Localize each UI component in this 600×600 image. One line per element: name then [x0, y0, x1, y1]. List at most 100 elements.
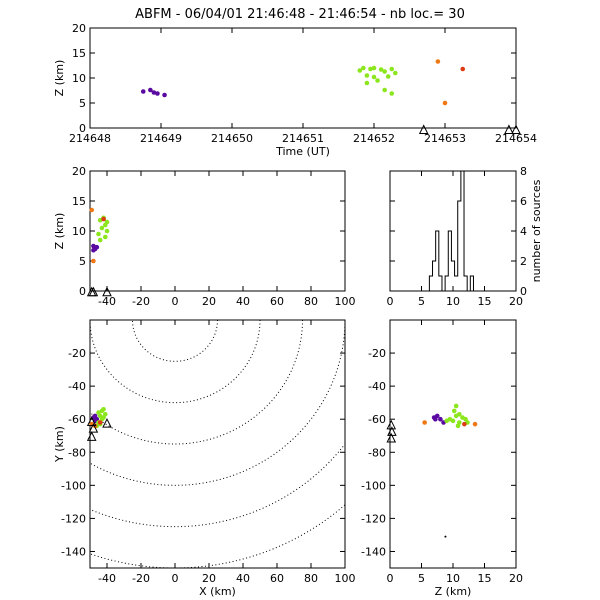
y-axis-title: Z (km)	[53, 213, 66, 250]
range-ring	[90, 443, 345, 528]
source-point	[385, 74, 391, 79]
y-tick-label: -140	[361, 545, 386, 558]
source-point	[450, 418, 456, 424]
source-point	[438, 416, 443, 422]
source-point	[389, 91, 395, 96]
source-point	[378, 67, 384, 72]
y-tick-label: 5	[79, 255, 86, 268]
source-point	[155, 91, 160, 96]
source-point	[97, 420, 103, 425]
source-point	[368, 66, 373, 72]
y-tick-label: 4	[520, 225, 527, 238]
range-ring	[90, 320, 345, 486]
y-tick-label: -120	[61, 512, 86, 525]
source-point	[422, 420, 427, 425]
source-point	[389, 66, 395, 72]
source-point	[382, 69, 387, 74]
y-tick-label: 8	[520, 165, 527, 178]
x-tick-label: -20	[132, 572, 150, 585]
x-tick-label: 80	[304, 572, 318, 585]
source-point	[457, 411, 462, 417]
y-tick-label: -80	[68, 446, 86, 459]
source-point	[89, 207, 94, 213]
x-tick-label: -20	[132, 295, 150, 308]
y-axis-title: number of sources	[530, 179, 543, 282]
source-point	[393, 70, 398, 76]
source-point	[451, 408, 457, 414]
station-marker	[86, 416, 97, 427]
source-point	[91, 247, 96, 253]
plot-frame	[89, 170, 346, 292]
x-tick-label: 214654	[495, 132, 537, 145]
x-tick-label: 15	[478, 295, 492, 308]
y-tick-label: 15	[72, 47, 86, 60]
y-tick-label: 5	[79, 97, 86, 110]
y-tick-label: -60	[68, 413, 86, 426]
y-tick-label: 10	[72, 72, 86, 85]
figure-title: ABFM - 06/04/01 21:46:48 - 21:46:54 - nb…	[135, 7, 465, 22]
y-tick-label: 6	[520, 195, 527, 208]
source-point	[104, 228, 110, 234]
station-marker	[504, 124, 514, 134]
station-marker	[511, 124, 521, 134]
source-point	[433, 416, 438, 422]
source-point	[472, 421, 478, 427]
y-tick-label: -40	[368, 380, 386, 393]
source-point	[91, 258, 96, 264]
y-tick-label: 2	[520, 255, 527, 268]
source-point	[104, 219, 110, 225]
x-tick-label: 214652	[353, 132, 395, 145]
y-tick-label: 20	[72, 165, 86, 178]
x-tick-label: 40	[236, 572, 250, 585]
x-tick-label: 15	[478, 572, 492, 585]
source-point	[462, 421, 467, 427]
x-tick-label: 214648	[69, 132, 111, 145]
y-tick-label: 10	[72, 225, 86, 238]
source-point	[371, 74, 377, 80]
station-marker	[418, 124, 429, 134]
x-tick-label: -40	[98, 295, 116, 308]
source-point	[101, 406, 106, 412]
x-tick-label: 0	[387, 295, 394, 308]
panel-plan-view: -40 -20 0 20 40 60 80 100 -20 -40 -60 -80 -100 -120 -1…	[53, 319, 356, 598]
source-point	[444, 535, 447, 538]
x-tick-label: 0	[172, 295, 179, 308]
source-point	[101, 415, 106, 420]
x-tick-label: 214650	[211, 132, 253, 145]
plot-frame	[89, 319, 346, 569]
source-point	[442, 100, 448, 106]
y-tick-label: -100	[61, 479, 86, 492]
station-marker	[386, 432, 397, 443]
x-axis-title: Z (km)	[435, 585, 472, 598]
source-point	[148, 87, 153, 93]
y-tick-label: -100	[361, 479, 386, 492]
x-tick-label: 40	[236, 295, 250, 308]
x-tick-label: 214649	[140, 132, 182, 145]
station-marker	[88, 423, 99, 433]
x-tick-label: 100	[335, 295, 356, 308]
source-point	[162, 92, 167, 98]
histogram-bars	[390, 170, 516, 292]
y-tick-label: -120	[361, 512, 386, 525]
source-point	[364, 73, 370, 78]
y-tick-label: 20	[72, 22, 86, 35]
x-tick-label: 214651	[282, 132, 324, 145]
x-tick-label: 20	[202, 572, 216, 585]
x-tick-label: 60	[270, 295, 284, 308]
plot-frame	[389, 170, 517, 292]
source-point	[375, 78, 380, 83]
source-point	[371, 65, 377, 71]
y-tick-label: -140	[61, 545, 86, 558]
source-point	[361, 65, 366, 71]
panel-height-plan: 0 5 10 15 20 -20 -40 -60 -80 -100 -120 -140 Z (km)	[361, 319, 523, 598]
source-point	[364, 80, 370, 86]
x-axis-title: Time (UT)	[275, 145, 330, 158]
station-marker	[102, 418, 112, 428]
plot-frame	[89, 27, 517, 129]
x-tick-label: 214653	[424, 132, 466, 145]
x-tick-label: 20	[509, 572, 523, 585]
y-tick-label: -20	[368, 347, 386, 360]
source-point	[435, 59, 441, 64]
